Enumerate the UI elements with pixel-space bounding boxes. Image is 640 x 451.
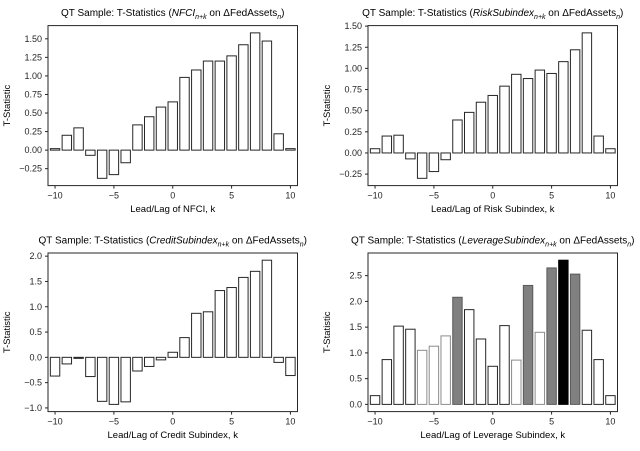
- svg-text:Lead/Lag of Leverage Subindex,: Lead/Lag of Leverage Subindex, k: [420, 430, 565, 441]
- svg-text:Lead/Lag of Risk Subindex, k: Lead/Lag of Risk Subindex, k: [431, 204, 555, 215]
- svg-text:QT Sample: T-Statistics (NFCIn: QT Sample: T-Statistics (NFCIn+k on ΔFed…: [61, 8, 284, 21]
- svg-text:−1.0: −1.0: [24, 403, 42, 413]
- svg-text:−5: −5: [429, 191, 439, 201]
- svg-text:−0.25: −0.25: [19, 164, 42, 174]
- svg-text:T-Statistic: T-Statistic: [2, 84, 13, 126]
- svg-text:5: 5: [549, 417, 554, 427]
- svg-text:10: 10: [285, 417, 295, 427]
- svg-text:−0.5: −0.5: [24, 378, 42, 388]
- svg-text:0.25: 0.25: [24, 127, 42, 137]
- svg-text:Lead/Lag of NFCI, k: Lead/Lag of NFCI, k: [130, 204, 215, 215]
- svg-text:0.5: 0.5: [29, 327, 42, 337]
- svg-text:0.50: 0.50: [24, 108, 42, 118]
- svg-text:T-Statistic: T-Statistic: [2, 311, 13, 353]
- svg-text:1.50: 1.50: [24, 34, 42, 44]
- svg-text:1.00: 1.00: [24, 71, 42, 81]
- svg-text:−10: −10: [367, 417, 382, 427]
- svg-text:QT Sample: T-Statistics (Credi: QT Sample: T-Statistics (CreditSubindexn…: [39, 235, 308, 248]
- svg-text:1.25: 1.25: [344, 42, 362, 52]
- svg-text:5: 5: [229, 191, 234, 201]
- svg-text:5: 5: [229, 417, 234, 427]
- svg-text:1.5: 1.5: [29, 276, 42, 286]
- svg-text:T-Statistic: T-Statistic: [322, 84, 333, 126]
- svg-text:2.0: 2.0: [349, 296, 362, 306]
- svg-text:−0.25: −0.25: [339, 169, 362, 179]
- svg-text:0.25: 0.25: [344, 127, 362, 137]
- svg-text:Lead/Lag of Credit Subindex, k: Lead/Lag of Credit Subindex, k: [108, 430, 239, 441]
- svg-text:0.00: 0.00: [344, 148, 362, 158]
- svg-text:−5: −5: [109, 417, 119, 427]
- svg-text:5: 5: [549, 191, 554, 201]
- svg-text:1.0: 1.0: [349, 348, 362, 358]
- svg-text:1.50: 1.50: [344, 21, 362, 31]
- svg-text:0: 0: [490, 417, 495, 427]
- svg-text:0.75: 0.75: [24, 89, 42, 99]
- svg-text:−5: −5: [109, 191, 119, 201]
- svg-text:0.00: 0.00: [24, 145, 42, 155]
- svg-text:−10: −10: [367, 191, 382, 201]
- svg-text:1.00: 1.00: [344, 63, 362, 73]
- svg-text:10: 10: [605, 191, 615, 201]
- svg-text:0.0: 0.0: [29, 352, 42, 362]
- svg-text:1.0: 1.0: [29, 302, 42, 312]
- svg-text:10: 10: [285, 191, 295, 201]
- svg-text:0: 0: [490, 191, 495, 201]
- svg-text:1.5: 1.5: [349, 322, 362, 332]
- svg-text:1.25: 1.25: [24, 52, 42, 62]
- svg-text:0: 0: [170, 417, 175, 427]
- svg-text:0.0: 0.0: [349, 399, 362, 409]
- svg-text:−5: −5: [429, 417, 439, 427]
- svg-text:2.0: 2.0: [29, 251, 42, 261]
- svg-text:0.50: 0.50: [344, 106, 362, 116]
- svg-text:QT Sample: T-Statistics (RiskS: QT Sample: T-Statistics (RiskSubindexn+k…: [362, 8, 623, 21]
- svg-text:T-Statistic: T-Statistic: [322, 311, 333, 353]
- svg-text:−10: −10: [47, 417, 62, 427]
- svg-text:2.5: 2.5: [349, 271, 362, 281]
- svg-text:0: 0: [170, 191, 175, 201]
- svg-text:0.5: 0.5: [349, 374, 362, 384]
- svg-text:0.75: 0.75: [344, 85, 362, 95]
- svg-text:10: 10: [605, 417, 615, 427]
- svg-text:−10: −10: [47, 191, 62, 201]
- svg-text:QT Sample: T-Statistics (Lever: QT Sample: T-Statistics (LeverageSubinde…: [351, 235, 635, 248]
